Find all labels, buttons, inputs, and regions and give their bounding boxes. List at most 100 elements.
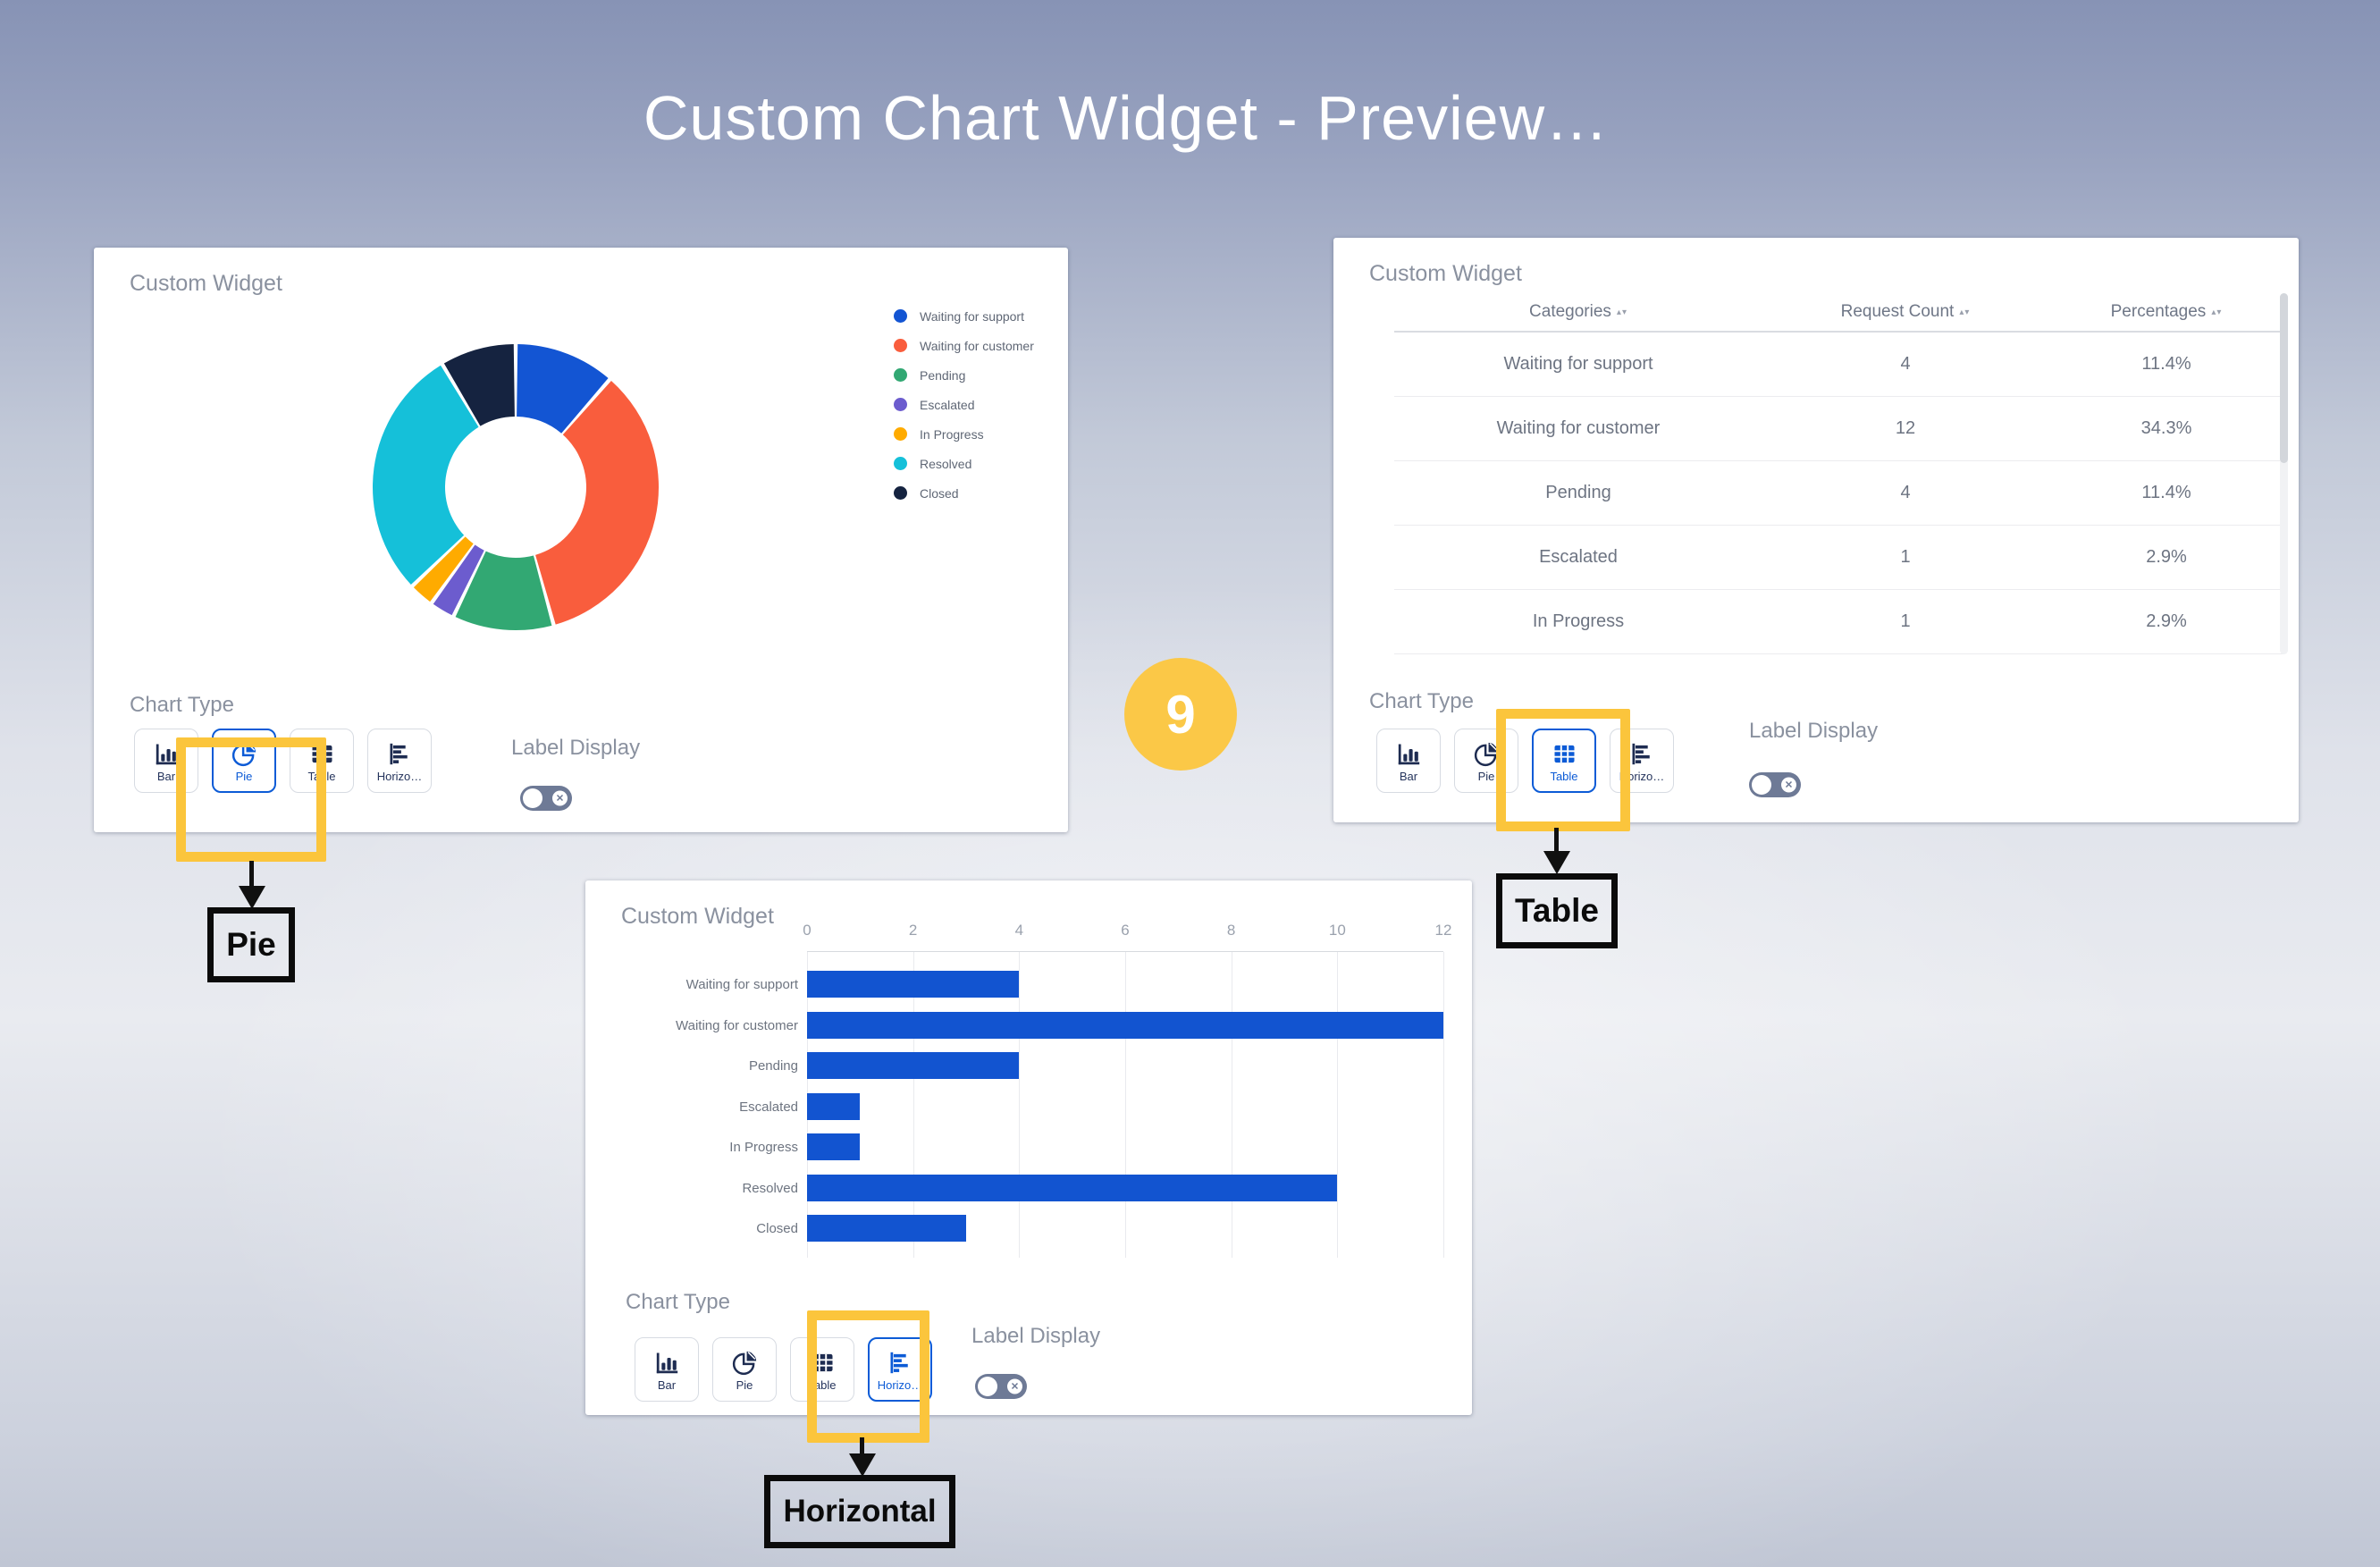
chart-type-button-label: Bar — [657, 1377, 677, 1392]
widget-panel-pie: Custom Widget Waiting for support Waiting… — [94, 248, 1068, 832]
bar-waiting-for-support — [807, 971, 1020, 998]
table-cell: In Progress — [1532, 611, 1625, 631]
legend-item: Resolved — [894, 449, 1034, 478]
widget-title: Custom Widget — [1369, 261, 1522, 286]
legend-label: Waiting for customer — [920, 338, 1034, 353]
highlight-box-horizontal — [807, 1310, 929, 1443]
chart-type-horizontal-button[interactable]: Horizo… — [367, 729, 432, 793]
legend-item: Pending — [894, 360, 1034, 390]
table-cell: 1 — [1900, 611, 1911, 631]
label-display-label: Label Display — [511, 736, 641, 760]
table-row: In Progress 1 2.9% — [1394, 590, 2284, 654]
chart-type-button-label: Bar — [1399, 769, 1418, 783]
table-row: Pending 4 11.4% — [1394, 461, 2284, 526]
chart-type-table-button[interactable]: Table — [1532, 729, 1596, 793]
gridline — [1125, 952, 1126, 1258]
donut-segment-waiting-for-support — [517, 344, 609, 434]
chart-type-pie-button[interactable]: Pie — [1454, 729, 1518, 793]
table-cell: Pending — [1545, 483, 1611, 502]
legend-item: Escalated — [894, 390, 1034, 419]
label-display-toggle[interactable]: ✕ — [1749, 772, 1801, 797]
arrow-head-table — [1543, 851, 1570, 874]
highlight-box-table — [1496, 709, 1630, 831]
x-axis-tick-label: 8 — [1226, 922, 1236, 939]
legend-swatch — [894, 457, 907, 470]
donut-segment-waiting-for-customer — [535, 380, 659, 625]
table-cell: 11.4% — [2141, 483, 2191, 502]
legend-label: Waiting for support — [920, 308, 1024, 324]
legend-swatch — [894, 398, 907, 411]
donut-segment-escalated — [433, 544, 484, 616]
gridline — [1443, 952, 1444, 1258]
toggle-off-x-icon: ✕ — [552, 790, 568, 806]
sort-arrows-icon[interactable]: ▴▾ — [1616, 307, 1627, 317]
x-axis-tick-label: 4 — [1014, 922, 1024, 939]
chart-type-label: Chart Type — [130, 693, 234, 717]
callout-pie: Pie — [207, 907, 295, 982]
table-scrollbar[interactable] — [2280, 293, 2288, 654]
donut-segment-closed — [443, 344, 515, 426]
x-axis-tick-label: 2 — [908, 922, 918, 939]
chart-type-group: Bar Pie Table Horizo… — [1376, 729, 1674, 793]
label-display-toggle[interactable]: ✕ — [520, 786, 572, 811]
label-display-label: Label Display — [971, 1324, 1101, 1348]
table-cell: 12 — [1895, 418, 1916, 438]
chart-type-button-label: Horizo… — [877, 1377, 923, 1392]
bar-category-label: Closed — [756, 1221, 798, 1236]
bar-category-label: Resolved — [742, 1180, 798, 1196]
label-display-toggle[interactable]: ✕ — [975, 1374, 1027, 1399]
bar-closed — [807, 1215, 966, 1242]
table-cell: Escalated — [1539, 547, 1618, 567]
table-cell: 2.9% — [2146, 611, 2187, 631]
chart-type-button-label: Pie — [235, 769, 253, 783]
chart-type-bar-button[interactable]: Bar — [1376, 729, 1441, 793]
table-cell: 1 — [1900, 547, 1911, 567]
toggle-knob — [978, 1377, 997, 1396]
sort-arrows-icon[interactable]: ▴▾ — [2211, 307, 2223, 317]
table-row: Waiting for support 4 11.4% — [1394, 333, 2284, 397]
chart-type-label: Chart Type — [1369, 689, 1474, 713]
table-header-divider — [1394, 331, 2284, 333]
widget-title: Custom Widget — [621, 904, 774, 929]
legend-item: Waiting for customer — [894, 331, 1034, 360]
table-cell: Waiting for support — [1503, 354, 1653, 374]
column-header-request-count[interactable]: Request Count ▴▾ — [1840, 302, 1971, 321]
table-row: Escalated 1 2.9% — [1394, 526, 2284, 590]
legend-label: Closed — [920, 485, 959, 501]
bar-pending — [807, 1052, 1020, 1079]
bar-category-label: In Progress — [729, 1140, 798, 1155]
highlight-box-pie — [176, 737, 326, 862]
sort-arrows-icon[interactable]: ▴▾ — [1959, 307, 1971, 317]
donut-segment-in-progress — [413, 536, 474, 602]
callout-table: Table — [1496, 873, 1618, 948]
x-axis-line — [807, 951, 1443, 952]
chart-type-button-label: Bar — [156, 769, 176, 783]
chart-type-bar-button[interactable]: Bar — [635, 1337, 699, 1402]
legend-item: Waiting for support — [894, 301, 1034, 331]
bar-escalated — [807, 1092, 861, 1120]
chart-type-group: Bar Pie Table Horizo… — [635, 1337, 932, 1402]
column-header-categories[interactable]: Categories ▴▾ — [1529, 302, 1627, 321]
chart-legend: Waiting for support Waiting for customer P… — [894, 301, 1034, 508]
scrollbar-thumb[interactable] — [2280, 293, 2288, 463]
legend-label: Escalated — [920, 397, 975, 412]
table-cell: 11.4% — [2141, 354, 2191, 374]
donut-segment-pending — [455, 551, 552, 630]
toggle-off-x-icon: ✕ — [1781, 777, 1796, 793]
legend-swatch — [894, 427, 907, 441]
label-display-label: Label Display — [1749, 719, 1879, 743]
bar-category-label: Waiting for support — [685, 977, 798, 992]
chart-type-button-label: Table — [1550, 769, 1578, 783]
arrow-line-pie — [249, 861, 254, 888]
chart-type-button-label: Horizo… — [1619, 769, 1665, 783]
gridline — [1337, 952, 1339, 1258]
widget-title: Custom Widget — [130, 271, 282, 296]
arrow-line-horizontal — [860, 1437, 864, 1455]
x-axis-tick-label: 0 — [803, 922, 812, 939]
table-cell: 2.9% — [2146, 547, 2187, 567]
legend-swatch — [894, 309, 907, 323]
chart-type-pie-button[interactable]: Pie — [712, 1337, 777, 1402]
bar-category-label: Waiting for customer — [676, 1017, 798, 1033]
column-header-percentages[interactable]: Percentages ▴▾ — [2110, 302, 2223, 321]
legend-label: Pending — [920, 367, 966, 383]
